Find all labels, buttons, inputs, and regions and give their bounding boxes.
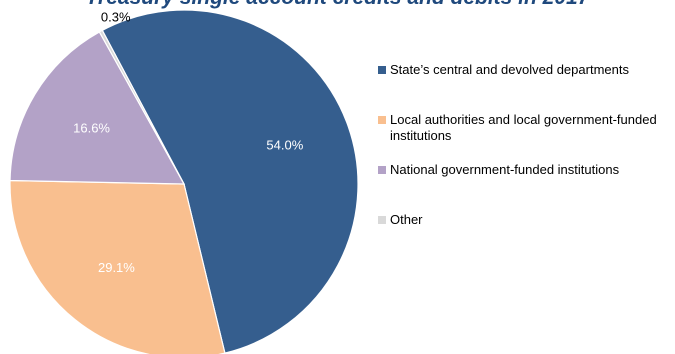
legend-swatch-central-departments (378, 66, 386, 74)
data-label-other: 0.3% (101, 10, 131, 25)
pie-slice-local-authorities (9, 179, 226, 354)
pie-slice-other (98, 29, 185, 185)
legend-label-central-departments: State’s central and devolved departments (390, 62, 629, 77)
legend-item-other: Other (378, 212, 673, 228)
legend-label-local-authorities: Local authorities and local government-f… (390, 112, 657, 143)
legend-swatch-local-authorities (378, 116, 386, 124)
legend-label-national-institutions: National government-funded institutions (390, 162, 620, 177)
data-label-local-authorities: 29.1% (98, 260, 135, 275)
legend-item-central-departments: State’s central and devolved departments (378, 62, 673, 78)
legend-swatch-other (378, 216, 386, 224)
pie-slice-national-institutions (9, 31, 186, 185)
chart-title: Treasury single account credits and debi… (0, 0, 675, 10)
legend-swatch-national-institutions (378, 166, 386, 174)
legend-item-local-authorities: Local authorities and local government-f… (378, 112, 673, 144)
legend-label-other: Other (390, 212, 423, 227)
data-label-central-departments: 54.0% (266, 138, 303, 153)
legend-item-national-institutions: National government-funded institutions (378, 162, 673, 178)
pie-slice-central-departments (101, 9, 359, 354)
data-label-national-institutions: 16.6% (73, 120, 110, 135)
